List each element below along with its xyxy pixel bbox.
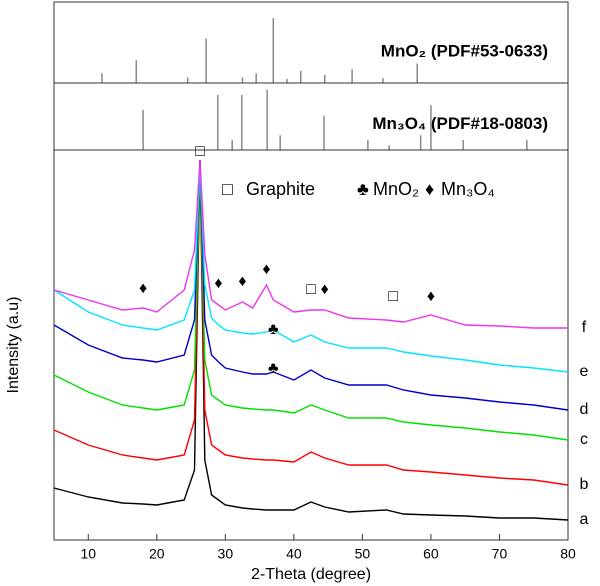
peak-marker: ♦ [238,273,246,290]
peak-marker: □ [195,143,205,160]
legend-symbol: ♣ [357,179,369,199]
series-label: f [582,319,587,336]
reference-label: MnO₂ (PDF#53-0633) [381,42,548,61]
peak-marker: ♣ [268,360,279,377]
x-axis-label: 2-Theta (degree) [251,566,371,583]
legend-label: MnO₂ [373,179,419,199]
series-label: e [580,363,589,380]
panel-frame [53,149,569,541]
peak-marker: ♦ [321,281,329,298]
x-tick-label: 30 [218,546,234,562]
y-axis-label: Intensity (a.u) [5,297,22,394]
xrd-pattern [53,159,568,329]
x-tick-label: 70 [492,546,508,562]
series-label: b [580,476,589,493]
xrd-pattern [53,164,569,373]
legend-symbol: □ [222,179,233,199]
legend-symbol: ♦ [425,179,434,199]
x-tick-label: 10 [80,546,96,562]
peak-marker: ♦ [214,275,222,292]
peak-marker: ♦ [139,280,147,297]
x-tick-label: 50 [355,546,371,562]
x-tick-label: 40 [286,546,302,562]
x-tick-label: 60 [423,546,439,562]
peak-marker: ♣ [268,321,279,338]
xrd-pattern [53,164,569,441]
xrd-pattern [53,164,569,486]
peak-marker: □ [388,288,398,305]
xrd-pattern [53,159,569,411]
xrd-pattern [53,159,569,521]
series-label: d [580,401,589,418]
peak-marker: ♦ [262,261,270,278]
x-tick-label: 20 [149,546,165,562]
legend-label: Graphite [246,179,315,199]
reference-label: Mn₃O₄ (PDF#18-0803) [372,114,548,133]
series-label: c [580,431,588,448]
peak-marker: ♦ [427,288,435,305]
peak-marker: □ [306,281,316,298]
x-tick-label: 80 [560,546,576,562]
series-label: a [580,511,589,528]
legend-label: Mn₃O₄ [441,179,495,199]
